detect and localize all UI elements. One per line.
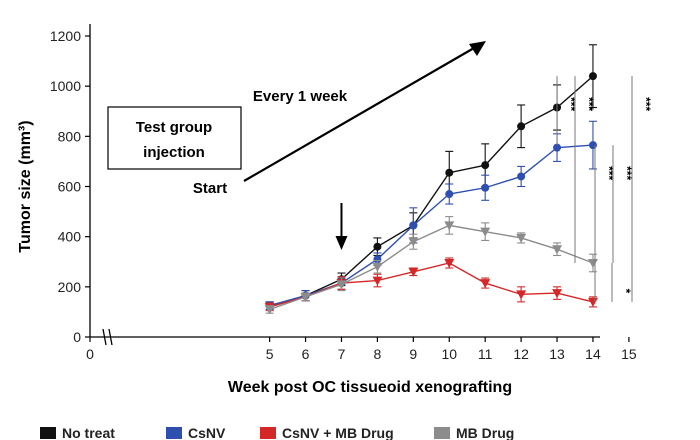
legend-swatch — [434, 427, 450, 439]
plot-area — [264, 44, 598, 315]
y-tick-label: 400 — [58, 229, 82, 245]
significance-label: * — [619, 289, 633, 294]
series-csnv-mb-drug — [264, 257, 598, 312]
data-point — [517, 122, 526, 131]
x-tick-label: 9 — [409, 346, 417, 362]
data-point — [373, 242, 382, 251]
significance-label: *** — [564, 97, 578, 111]
significance-label: *** — [602, 166, 616, 180]
annotation-box — [107, 106, 242, 170]
significance-brackets: *** ****** ******* — [556, 76, 653, 302]
data-point — [480, 227, 491, 237]
series-line — [269, 75, 594, 307]
x-tick-label: 13 — [549, 346, 565, 362]
data-point — [444, 221, 455, 231]
significance-label: *** — [582, 97, 596, 111]
axis-break-mark — [102, 328, 107, 346]
legend-swatch — [260, 427, 276, 439]
legend-label: CsNV — [188, 425, 226, 440]
data-point — [588, 141, 597, 150]
y-tick-label: 200 — [58, 279, 82, 295]
series-line — [269, 262, 594, 308]
annotation-box-line1: Test group — [136, 119, 212, 136]
x-tick-label: 8 — [374, 346, 382, 362]
series-no-treat — [265, 44, 597, 310]
annotations: Test group injection Start Every 1 week — [107, 41, 486, 250]
series-line — [269, 144, 594, 307]
data-point — [588, 72, 597, 81]
data-point — [409, 221, 418, 230]
x-tick-label: 6 — [302, 346, 310, 362]
legend-item: CsNV — [166, 425, 226, 440]
x-tick-label: 12 — [513, 346, 529, 362]
data-point — [264, 305, 275, 315]
data-point — [444, 259, 455, 269]
x-axis-title: Week post OC tissueoid xenografting — [228, 379, 512, 396]
legend-item: MB Drug — [434, 425, 514, 440]
legend-label: No treat — [62, 425, 115, 440]
legend-item: CsNV + MB Drug — [260, 425, 394, 440]
annotation-box-line2: injection — [143, 144, 205, 161]
data-point — [481, 161, 490, 170]
x-tick-label: 5 — [266, 346, 274, 362]
data-point — [552, 289, 563, 299]
significance-label: *** — [639, 97, 653, 111]
y-tick-label: 800 — [58, 128, 82, 144]
data-point — [516, 290, 527, 300]
legend-swatch — [166, 427, 182, 439]
y-axis-title: Tumor size (mm³) — [17, 120, 34, 252]
x-tick-label: 0 — [86, 346, 94, 362]
weekly-arrow-head — [469, 41, 486, 56]
y-tick-label: 1000 — [50, 78, 81, 94]
legend: No treat CsNV CsNV + MB Drug MB Drug — [40, 425, 514, 440]
data-point — [587, 259, 598, 269]
series-mb-drug — [264, 216, 598, 315]
data-point — [372, 262, 383, 272]
legend-label: MB Drug — [456, 425, 514, 440]
data-point — [552, 245, 563, 255]
significance-label: *** — [620, 166, 634, 180]
y-tick-label: 0 — [73, 329, 81, 345]
x-tick-label: 14 — [585, 346, 601, 362]
data-point — [408, 267, 419, 277]
legend-swatch — [40, 427, 56, 439]
legend-label: CsNV + MB Drug — [282, 425, 394, 440]
data-point — [300, 292, 311, 302]
data-point — [517, 172, 526, 181]
data-point — [445, 168, 454, 177]
y-tick-label: 600 — [58, 179, 82, 195]
axis-break-mark — [108, 328, 113, 346]
data-point — [587, 297, 598, 307]
annotation-start: Start — [193, 180, 227, 197]
data-point — [372, 276, 383, 286]
data-point — [445, 190, 454, 199]
x-tick-label: 15 — [621, 346, 637, 362]
y-tick-label: 1200 — [50, 28, 81, 44]
x-tick-label: 10 — [441, 346, 457, 362]
series-csnv — [265, 120, 597, 310]
data-point — [516, 233, 527, 243]
x-tick-label: 11 — [478, 346, 493, 362]
data-point — [553, 143, 562, 152]
start-arrow-head — [335, 236, 348, 250]
data-point — [336, 280, 347, 290]
x-tick-label: 7 — [338, 346, 346, 362]
data-point — [408, 237, 419, 247]
data-point — [480, 279, 491, 289]
legend-item: No treat — [40, 425, 115, 440]
axes: 0 200 400 600 800 1000 1200 0 5 6 7 8 9 10 11 12 13 14 15 W… — [17, 24, 637, 396]
data-point — [481, 183, 490, 192]
weekly-arrow-shaft — [243, 47, 475, 182]
annotation-every-week: Every 1 week — [253, 88, 348, 105]
data-point — [373, 255, 382, 264]
series-line — [269, 224, 594, 311]
